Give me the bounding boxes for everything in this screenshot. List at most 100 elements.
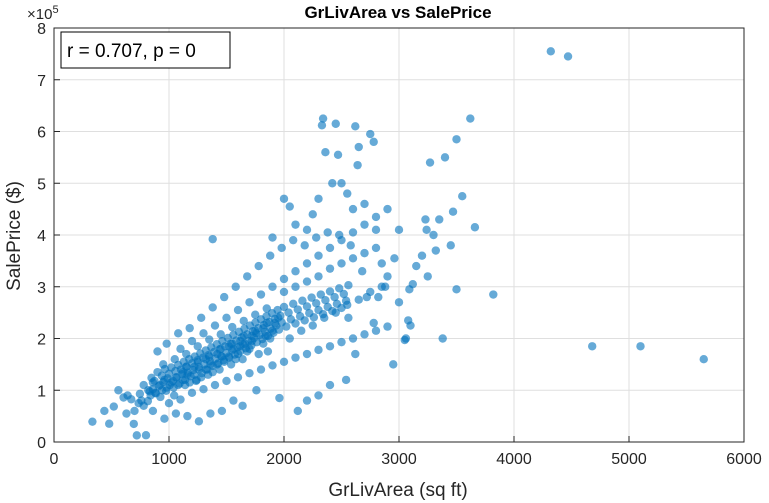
scatter-point [220, 357, 229, 366]
scatter-point [245, 298, 254, 307]
scatter-point [423, 272, 432, 281]
scatter-point [220, 292, 229, 302]
scatter-point [170, 355, 179, 364]
scatter-point [148, 406, 158, 416]
scatter-point [369, 318, 378, 328]
scatter-point [348, 334, 358, 343]
scatter-point [314, 194, 323, 203]
y-tick-label: 2 [37, 332, 46, 349]
scatter-point [440, 153, 450, 162]
scatter-point [132, 431, 141, 440]
scatter-point [259, 323, 268, 333]
scatter-point [341, 375, 351, 385]
scatter-point [325, 342, 335, 351]
scatter-point [171, 409, 181, 418]
scatter-point [343, 189, 352, 198]
scatter-point [285, 334, 294, 343]
scatter-point [194, 417, 204, 426]
scatter-point [254, 349, 263, 359]
scatter-point [197, 373, 206, 382]
scatter-point [129, 419, 139, 429]
scatter-point [187, 336, 197, 346]
scatter-point [169, 391, 179, 400]
scatter-point [412, 261, 421, 271]
scatter-point [239, 316, 248, 326]
scatter-point [289, 235, 298, 245]
scatter-point [390, 254, 399, 263]
scatter-point [233, 305, 243, 315]
x-tick-label: 2000 [266, 451, 302, 468]
scatter-point [148, 378, 158, 387]
scatter-point [190, 362, 199, 372]
scatter-point [210, 380, 220, 390]
y-tick-label: 5 [37, 176, 46, 193]
scatter-point [291, 267, 300, 276]
scatter-point [88, 417, 97, 426]
scatter-point [285, 202, 294, 211]
scatter-point [438, 334, 447, 343]
scatter-point [256, 365, 266, 374]
scatter-point [206, 409, 215, 418]
y-tick-label: 0 [37, 435, 46, 452]
scatter-point [222, 376, 231, 386]
scatter-point [325, 380, 335, 390]
scatter-point [337, 179, 346, 188]
scatter-point [222, 313, 231, 322]
scatter-point [314, 391, 323, 400]
scatter-point [374, 292, 383, 302]
scatter-point [314, 251, 323, 260]
scatter-point [274, 325, 284, 334]
scatter-point [109, 402, 119, 411]
scatter-point [208, 303, 217, 312]
scatter-point [371, 243, 381, 253]
scatter-point [417, 251, 427, 260]
scatter-point [358, 267, 367, 276]
y-tick-label: 6 [37, 125, 46, 142]
scatter-point [216, 330, 225, 339]
scatter-point [300, 241, 309, 250]
scatter-point [431, 246, 440, 255]
scatter-point [176, 395, 185, 404]
scatter-point [215, 365, 224, 374]
scatter-point [321, 148, 330, 157]
scatter-point [291, 353, 300, 362]
scatter-point [302, 259, 312, 268]
scatter-point [279, 274, 289, 284]
scatter-point [291, 282, 300, 291]
scatter-point [100, 406, 109, 416]
correlation-annotation: r = 0.707, p = 0 [60, 31, 231, 69]
scatter-point [307, 293, 316, 302]
scatter-point [377, 282, 386, 291]
scatter-point [199, 329, 208, 338]
scatter-point [174, 329, 183, 338]
scatter-point [588, 342, 597, 351]
scatter-point [406, 321, 415, 330]
scatter-point [489, 290, 498, 299]
scatter-point [348, 204, 358, 214]
scatter-point [268, 361, 277, 370]
scatter-point [282, 322, 291, 331]
y-tick-label: 4 [37, 228, 46, 245]
scatter-point [337, 337, 346, 347]
scatter-point [302, 302, 312, 311]
scatter-point [266, 251, 275, 260]
scatter-point [151, 388, 160, 398]
scatter-point [277, 243, 286, 253]
scatter-point [335, 230, 344, 240]
scatter-point [266, 334, 275, 343]
scatter-point [421, 215, 430, 224]
x-tick-label: 4000 [496, 451, 532, 468]
scatter-point [325, 264, 335, 273]
x-tick-label: 6000 [726, 451, 762, 468]
scatter-point [228, 322, 237, 332]
scatter-point [187, 388, 197, 398]
scatter-point [293, 305, 302, 314]
scatter-point [208, 234, 217, 244]
scatter-point [308, 321, 317, 330]
scatter-point [217, 406, 227, 416]
scatter-point [164, 398, 174, 408]
scatter-point [201, 355, 210, 364]
scatter-point [331, 119, 340, 128]
scatter-point [205, 335, 214, 344]
